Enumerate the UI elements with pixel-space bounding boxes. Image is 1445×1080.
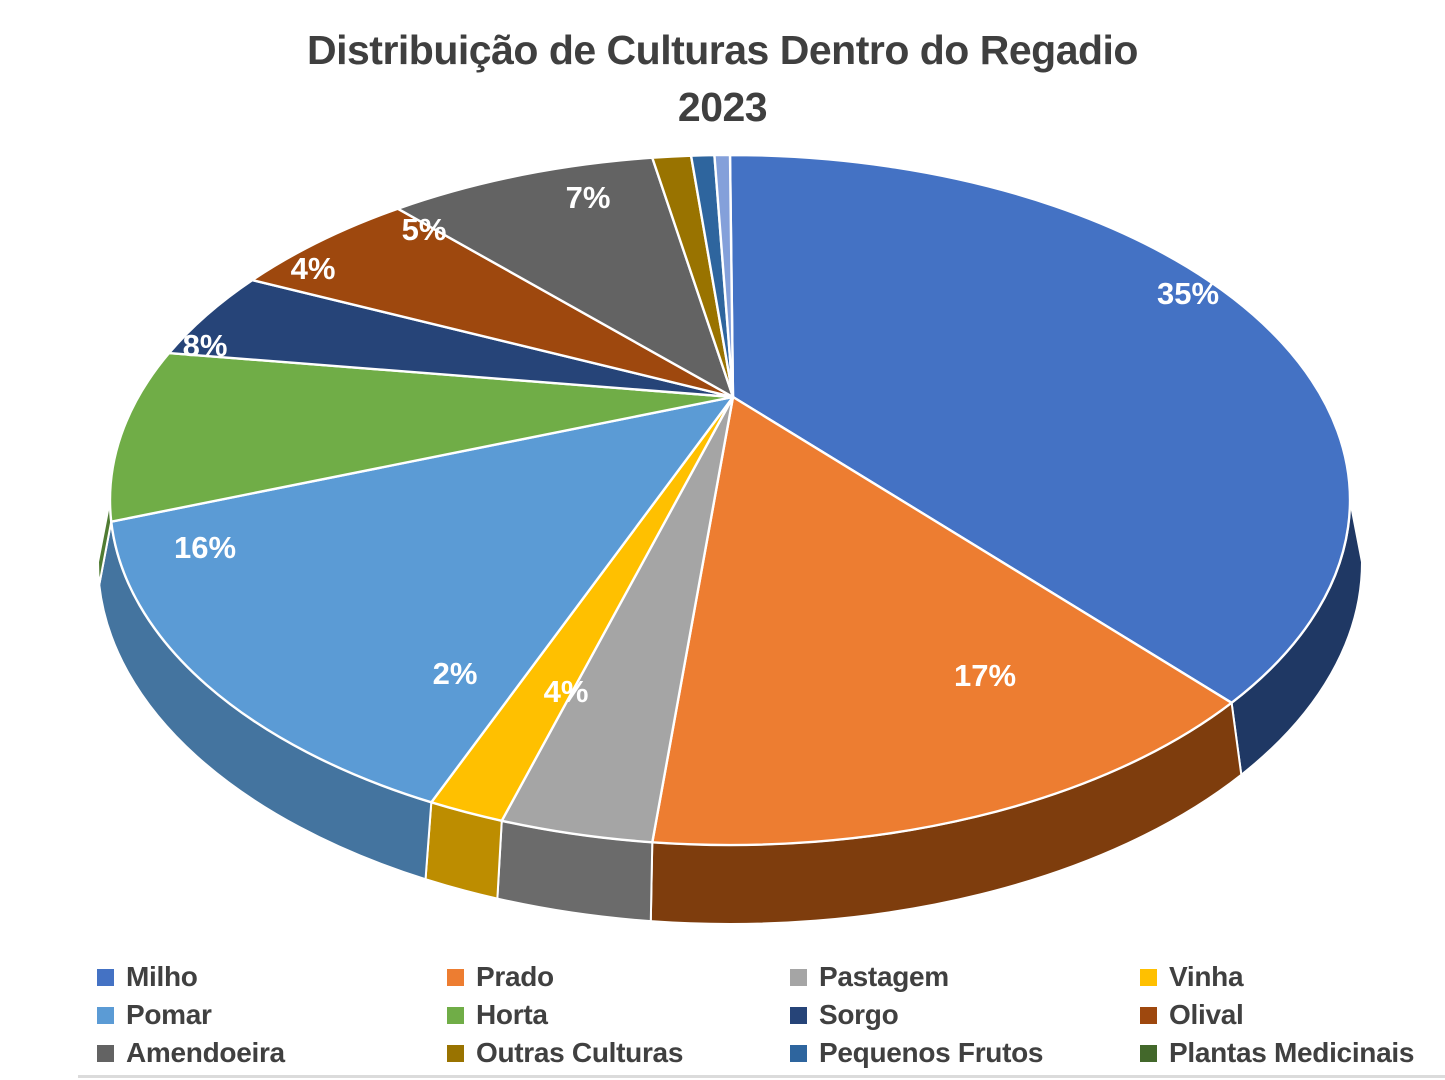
data-label-pomar: 16% bbox=[174, 530, 236, 565]
data-label-olival: 5% bbox=[402, 212, 447, 247]
data-label-sorgo: 4% bbox=[291, 251, 336, 286]
bottom-divider bbox=[78, 1075, 1445, 1078]
pie-slice-extra bbox=[713, 153, 735, 399]
data-label-amendoeira: 7% bbox=[566, 180, 611, 215]
pie-slice-milho bbox=[728, 153, 1352, 704]
data-label-horta: 8% bbox=[183, 328, 228, 363]
data-label-pastagem: 4% bbox=[544, 674, 589, 709]
data-label-vinha: 2% bbox=[433, 656, 478, 691]
pie-slice-prado bbox=[651, 395, 1233, 847]
pie-slice-amendoeira bbox=[396, 156, 735, 399]
chart-title-line1: Distribuição de Culturas Dentro do Regad… bbox=[307, 27, 1138, 73]
chart-title: Distribuição de Culturas Dentro do Regad… bbox=[0, 22, 1445, 136]
data-label-milho: 35% bbox=[1157, 276, 1219, 311]
chart-title-line2: 2023 bbox=[677, 84, 768, 130]
pie-slice-olival bbox=[251, 207, 735, 399]
pie-slice-pomar bbox=[110, 395, 735, 804]
data-label-prado: 17% bbox=[954, 658, 1016, 693]
pie-slice-horta bbox=[108, 351, 735, 523]
